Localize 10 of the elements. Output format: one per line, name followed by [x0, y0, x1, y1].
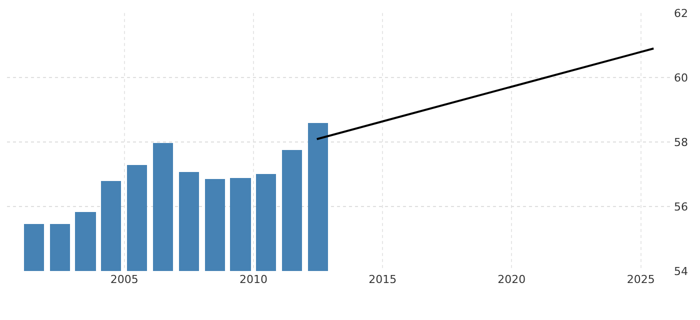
x-tick-label: 2005 — [110, 273, 138, 286]
y-tick-label: 56 — [674, 200, 688, 214]
y-tick-label: 54 — [674, 264, 688, 278]
x-tick-label: 2020 — [498, 273, 526, 286]
x-tick-label: 2025 — [626, 273, 655, 286]
x-tick-label: 2015 — [368, 273, 397, 286]
y-tick-label: 60 — [674, 71, 688, 84]
y-tick-label: 62 — [674, 6, 688, 20]
y-tick-label: 58 — [674, 136, 688, 149]
x-tick-label: 2010 — [240, 273, 268, 286]
